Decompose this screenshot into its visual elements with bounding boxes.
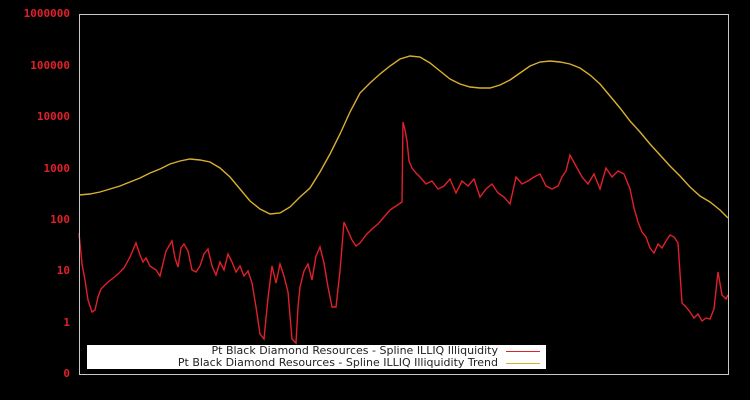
legend-item-trend: Pt Black Diamond Resources - Spline ILLI…	[178, 357, 546, 369]
y-tick-label: 100000	[30, 59, 70, 72]
legend-label: Pt Black Diamond Resources - Spline ILLI…	[211, 344, 499, 357]
y-tick-label: 100	[50, 213, 70, 226]
chart-legend: Pt Black Diamond Resources - Spline ILLI…	[87, 345, 546, 369]
y-tick-label: 10	[56, 264, 70, 277]
legend-swatch-yellow	[506, 362, 540, 364]
y-tick-label: 10000	[36, 110, 70, 123]
illiquidity-series-line	[78, 121, 729, 345]
trend-series-line	[78, 55, 729, 219]
y-tick-label: 1	[63, 316, 70, 329]
plot-frame	[79, 14, 729, 375]
y-tick-label: 1000	[43, 162, 71, 175]
legend-label: Pt Black Diamond Resources - Spline ILLI…	[177, 356, 498, 369]
y-tick-label: 1000000	[23, 7, 70, 20]
legend-swatch-red	[506, 350, 540, 352]
y-tick-label: 0	[63, 367, 70, 380]
legend-item-illiquidity: Pt Black Diamond Resources - Spline ILLI…	[212, 345, 547, 357]
